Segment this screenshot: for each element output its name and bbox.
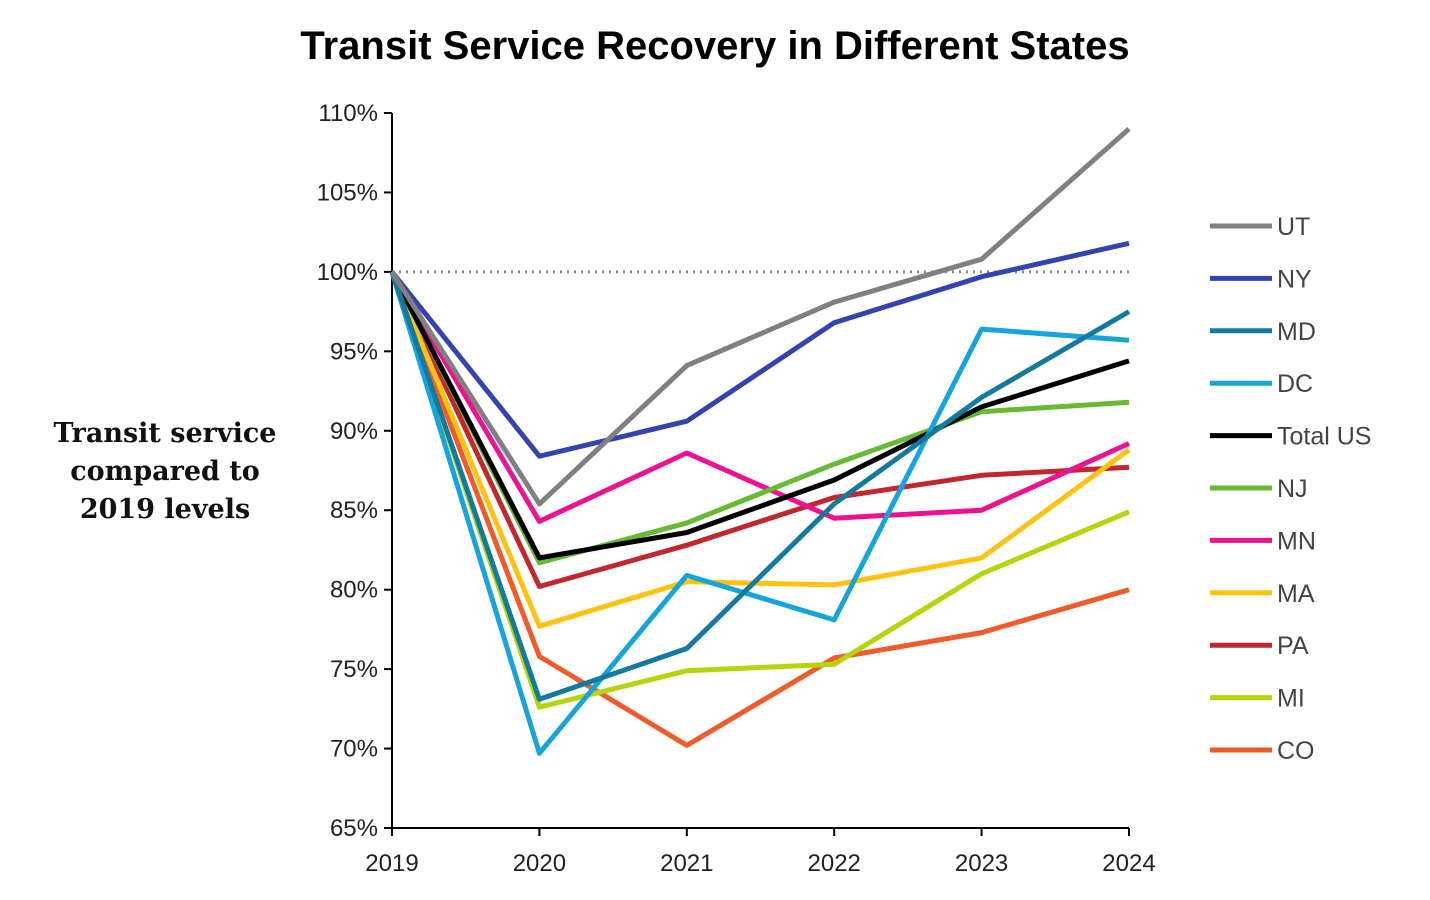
x-tick-label: 2023 — [955, 850, 1008, 877]
legend-label-nj: NJ — [1277, 475, 1308, 503]
y-tick-label: 85% — [330, 497, 378, 524]
y-axis-label: Transit service compared to 2019 levels — [30, 415, 300, 529]
series-group — [389, 127, 1131, 756]
x-tick-label: 2024 — [1102, 850, 1155, 877]
legend-label-dc: DC — [1277, 370, 1313, 398]
y-tick-label: 75% — [330, 656, 378, 683]
axes: 65% 70% 75% 80% 85% 90% 95% 100% 105% 110% 2019 202… — [317, 100, 1156, 877]
x-tick-label: 2021 — [660, 850, 713, 877]
series-line-ut — [389, 127, 1131, 507]
y-tick-label: 65% — [330, 815, 378, 842]
y-tick-label: 90% — [330, 418, 378, 445]
legend-label-mn: MN — [1277, 527, 1316, 555]
legend-label-md: MD — [1277, 318, 1316, 346]
legend-label-ma: MA — [1277, 580, 1315, 608]
y-tick-label: 100% — [317, 259, 378, 286]
chart-title: Transit Service Recovery in Different St… — [300, 24, 1130, 68]
legend-label-total-us: Total US — [1277, 423, 1371, 451]
y-axis-label-line-2: compared to — [70, 456, 260, 487]
x-tick-label: 2020 — [513, 850, 566, 877]
series-line-md — [389, 271, 1131, 702]
series-line-ny — [390, 240, 1130, 459]
series-line-total-us — [389, 270, 1130, 561]
series-line-co — [389, 271, 1130, 748]
legend-label-co: CO — [1277, 737, 1315, 765]
legend-label-ny: NY — [1277, 265, 1312, 293]
y-tick-label: 110% — [318, 100, 378, 127]
y-tick-label: 95% — [330, 338, 378, 365]
series-line-ma — [389, 270, 1131, 629]
y-axis-label-line-3: 2019 levels — [79, 494, 251, 525]
series-line-pa — [389, 270, 1130, 589]
series-line-dc — [389, 271, 1130, 756]
y-tick-label: 105% — [317, 179, 378, 206]
legend-label-ut: UT — [1277, 213, 1310, 241]
legend-label-pa: PA — [1277, 632, 1309, 660]
legend: UT NY MD DC Total US NJ MN MA PA MI CO — [1210, 213, 1371, 765]
legend-label-mi: MI — [1277, 685, 1305, 713]
x-tick-label: 2022 — [808, 850, 861, 877]
y-axis-label-line-1: Transit service — [53, 418, 277, 449]
y-tick-label: 70% — [330, 736, 378, 763]
y-tick-label: 80% — [330, 577, 378, 604]
series-line-mn — [389, 270, 1131, 524]
x-tick-label: 2019 — [365, 850, 418, 877]
